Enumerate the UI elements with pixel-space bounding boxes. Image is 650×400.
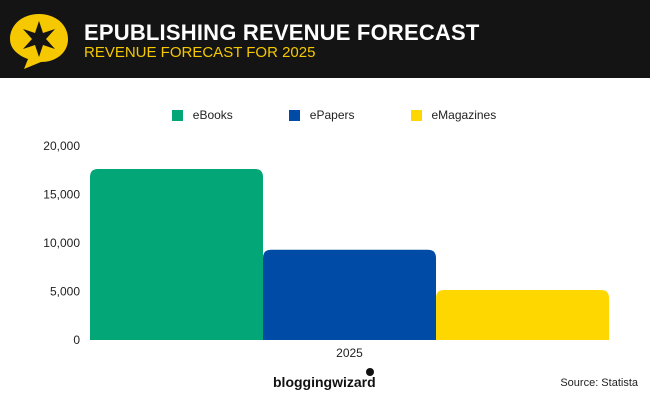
y-tick-label: 15,000 [43, 188, 80, 202]
legend-item-ebooks[interactable]: eBooks [171, 108, 233, 122]
legend-label: eBooks [192, 108, 233, 122]
header-banner: EPUBLISHING REVENUE FORECAST REVENUE FOR… [0, 0, 650, 78]
y-tick-label: 20,000 [43, 139, 80, 153]
legend-label: ePapers [309, 108, 355, 122]
y-tick-label: 0 [73, 333, 80, 347]
chart-title: EPUBLISHING REVENUE FORECAST [84, 20, 480, 45]
chart-subtitle: REVENUE FORECAST FOR 2025 [84, 44, 316, 61]
legend-swatch [288, 109, 300, 121]
legend-item-epapers[interactable]: ePapers [288, 108, 355, 122]
y-tick-label: 5,000 [50, 285, 80, 299]
legend-swatch [171, 109, 183, 121]
legend: eBooks ePapers eMagazines [0, 108, 650, 122]
bar-emagazines [436, 290, 609, 340]
legend-label: eMagazines [431, 108, 497, 122]
bar-epapers [263, 249, 436, 340]
x-tick-label: 2025 [336, 346, 363, 360]
legend-swatch [410, 109, 422, 121]
bar-ebooks [90, 168, 263, 340]
legend-item-emagazines[interactable]: eMagazines [410, 108, 497, 122]
source-note: Source: Statista [560, 377, 638, 389]
y-tick-label: 10,000 [43, 236, 80, 250]
brand-logo-dot-icon [366, 368, 374, 376]
logo-star-bubble-icon [10, 14, 68, 69]
brand-logo: bloggingwizard [273, 374, 376, 390]
